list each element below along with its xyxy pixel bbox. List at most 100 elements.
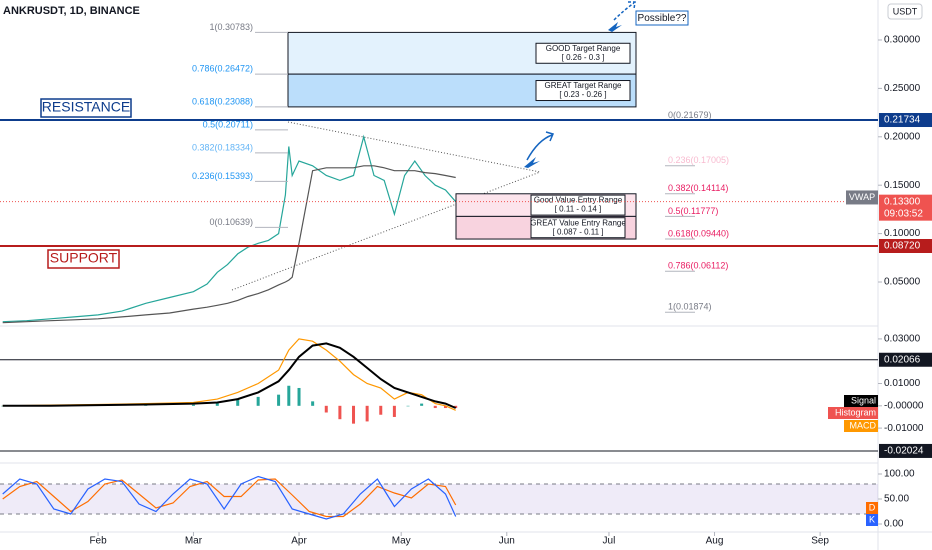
y-tick-label: 0.10000 [884, 228, 921, 239]
triangle-line [287, 121, 541, 173]
countdown: 09:03:52 [884, 208, 923, 219]
legend-bg [866, 514, 878, 526]
range-text: [ 0.11 - 0.14 ] [555, 205, 602, 214]
histogram-bar [191, 404, 195, 406]
range-text: [ 0.23 - 0.26 ] [559, 90, 606, 99]
y-tick-label: 100.00 [884, 469, 915, 480]
last-price: 0.13300 [884, 196, 921, 207]
legend-label: K [869, 514, 875, 524]
fib-label: 1(0.01874) [668, 302, 712, 312]
triangle-line [231, 171, 541, 291]
plane-icon [608, 22, 622, 32]
level-label-bg [879, 443, 932, 458]
vwap-tag: VWAP [849, 192, 875, 202]
fib-label: 0.382(0.14114) [668, 183, 728, 193]
series-line [2, 134, 457, 323]
x-tick-label: Apr [291, 536, 307, 547]
range-label-box [535, 42, 631, 64]
y-tick-label: -0.00000 [884, 400, 924, 411]
y-tick-label: 0.01000 [884, 378, 921, 389]
arrow-icon [613, 1, 636, 21]
fib-label: 0.236(0.15393) [192, 171, 253, 181]
fib-label: 0.382(0.18334) [192, 142, 253, 152]
legend-label: D [869, 502, 876, 512]
y-tick-label: 0.03000 [884, 334, 921, 345]
fib-label: 1(0.30783) [209, 22, 253, 32]
y-tick-label: 0.05000 [884, 277, 921, 288]
currency-box[interactable] [887, 3, 923, 20]
histogram-bar [379, 405, 383, 415]
legend-bg [844, 420, 878, 432]
legend-bg [828, 407, 878, 419]
vwap-tag-bg [846, 190, 878, 205]
level-label: 0.02066 [884, 354, 921, 365]
series-line [2, 342, 457, 409]
x-tick-label: Feb [89, 536, 107, 547]
y-tick-label: 0.20000 [884, 131, 921, 142]
range-label-box [535, 80, 631, 102]
x-tick-label: May [392, 536, 411, 547]
x-tick-label: Sep [811, 536, 829, 547]
histogram-bar [420, 403, 424, 406]
x-tick-label: Jun [499, 536, 515, 547]
symbol-title: ANKRUSDT, 1D, BINANCE [3, 5, 140, 17]
range-box [287, 73, 637, 108]
histogram-bar [311, 401, 315, 406]
series-line [2, 475, 457, 520]
legend-label: Histogram [835, 407, 876, 417]
histogram-bar [215, 402, 219, 406]
level-name: SUPPORT [50, 250, 118, 266]
histogram-bar [406, 405, 410, 407]
legend-label: MACD [850, 420, 877, 430]
histogram-bar [324, 405, 328, 413]
fib-label: 0.5(0.20711) [203, 119, 253, 129]
fib-label: 0(0.10639) [209, 217, 253, 227]
currency[interactable]: USDT [893, 6, 918, 16]
range-title: GREAT Target Range [545, 81, 622, 90]
range-text: [ 0.26 - 0.3 ] [562, 53, 605, 62]
fib-label: 0.786(0.26472) [192, 64, 253, 74]
range-title: GREAT Value Entry Range [530, 218, 626, 227]
level-name-box [40, 98, 132, 118]
fib-label: 0(0.21679) [668, 110, 712, 120]
fib-label: 0.618(0.09440) [668, 228, 729, 238]
range-title: GOOD Target Range [546, 44, 621, 53]
x-tick-label: Jul [603, 536, 616, 547]
last-price-bg [879, 194, 932, 221]
level-price-bg [879, 113, 932, 128]
histogram-bar [277, 394, 281, 406]
level-label-bg [879, 352, 932, 367]
level-name-box [47, 249, 120, 269]
histogram-bar [352, 405, 356, 424]
arrow-icon [526, 131, 555, 161]
histogram-bar [443, 405, 447, 409]
histogram-bar [236, 399, 240, 406]
fib-label: 0.236(0.17005) [668, 155, 729, 165]
y-tick-label: 0.25000 [884, 83, 921, 94]
series-line [2, 165, 456, 324]
histogram-bar [256, 396, 260, 406]
x-tick-label: Mar [185, 536, 203, 547]
range-title: Good Value Entry Range [534, 196, 623, 205]
range-text: [ 0.087 - 0.11 ] [553, 227, 604, 236]
legend-label: Signal [851, 395, 876, 405]
y-tick-label: 0.30000 [884, 35, 921, 46]
legend-bg [844, 395, 878, 407]
y-tick-label: 0.15000 [884, 180, 921, 191]
annotation-box [635, 10, 689, 26]
histogram-bar [338, 405, 342, 420]
level-label: -0.02024 [884, 446, 924, 457]
y-tick-label: 0.00 [884, 519, 904, 530]
fib-label: 0.618(0.23088) [192, 96, 253, 106]
level-price-bg [879, 239, 932, 254]
x-tick-label: Aug [706, 536, 724, 547]
plane-icon [524, 157, 540, 168]
range-label-box [530, 194, 626, 216]
histogram-bar [365, 405, 369, 422]
legend-bg [866, 502, 878, 514]
y-tick-label: 50.00 [884, 494, 909, 505]
range-label-box [530, 217, 626, 239]
y-tick-label: -0.01000 [884, 423, 924, 434]
